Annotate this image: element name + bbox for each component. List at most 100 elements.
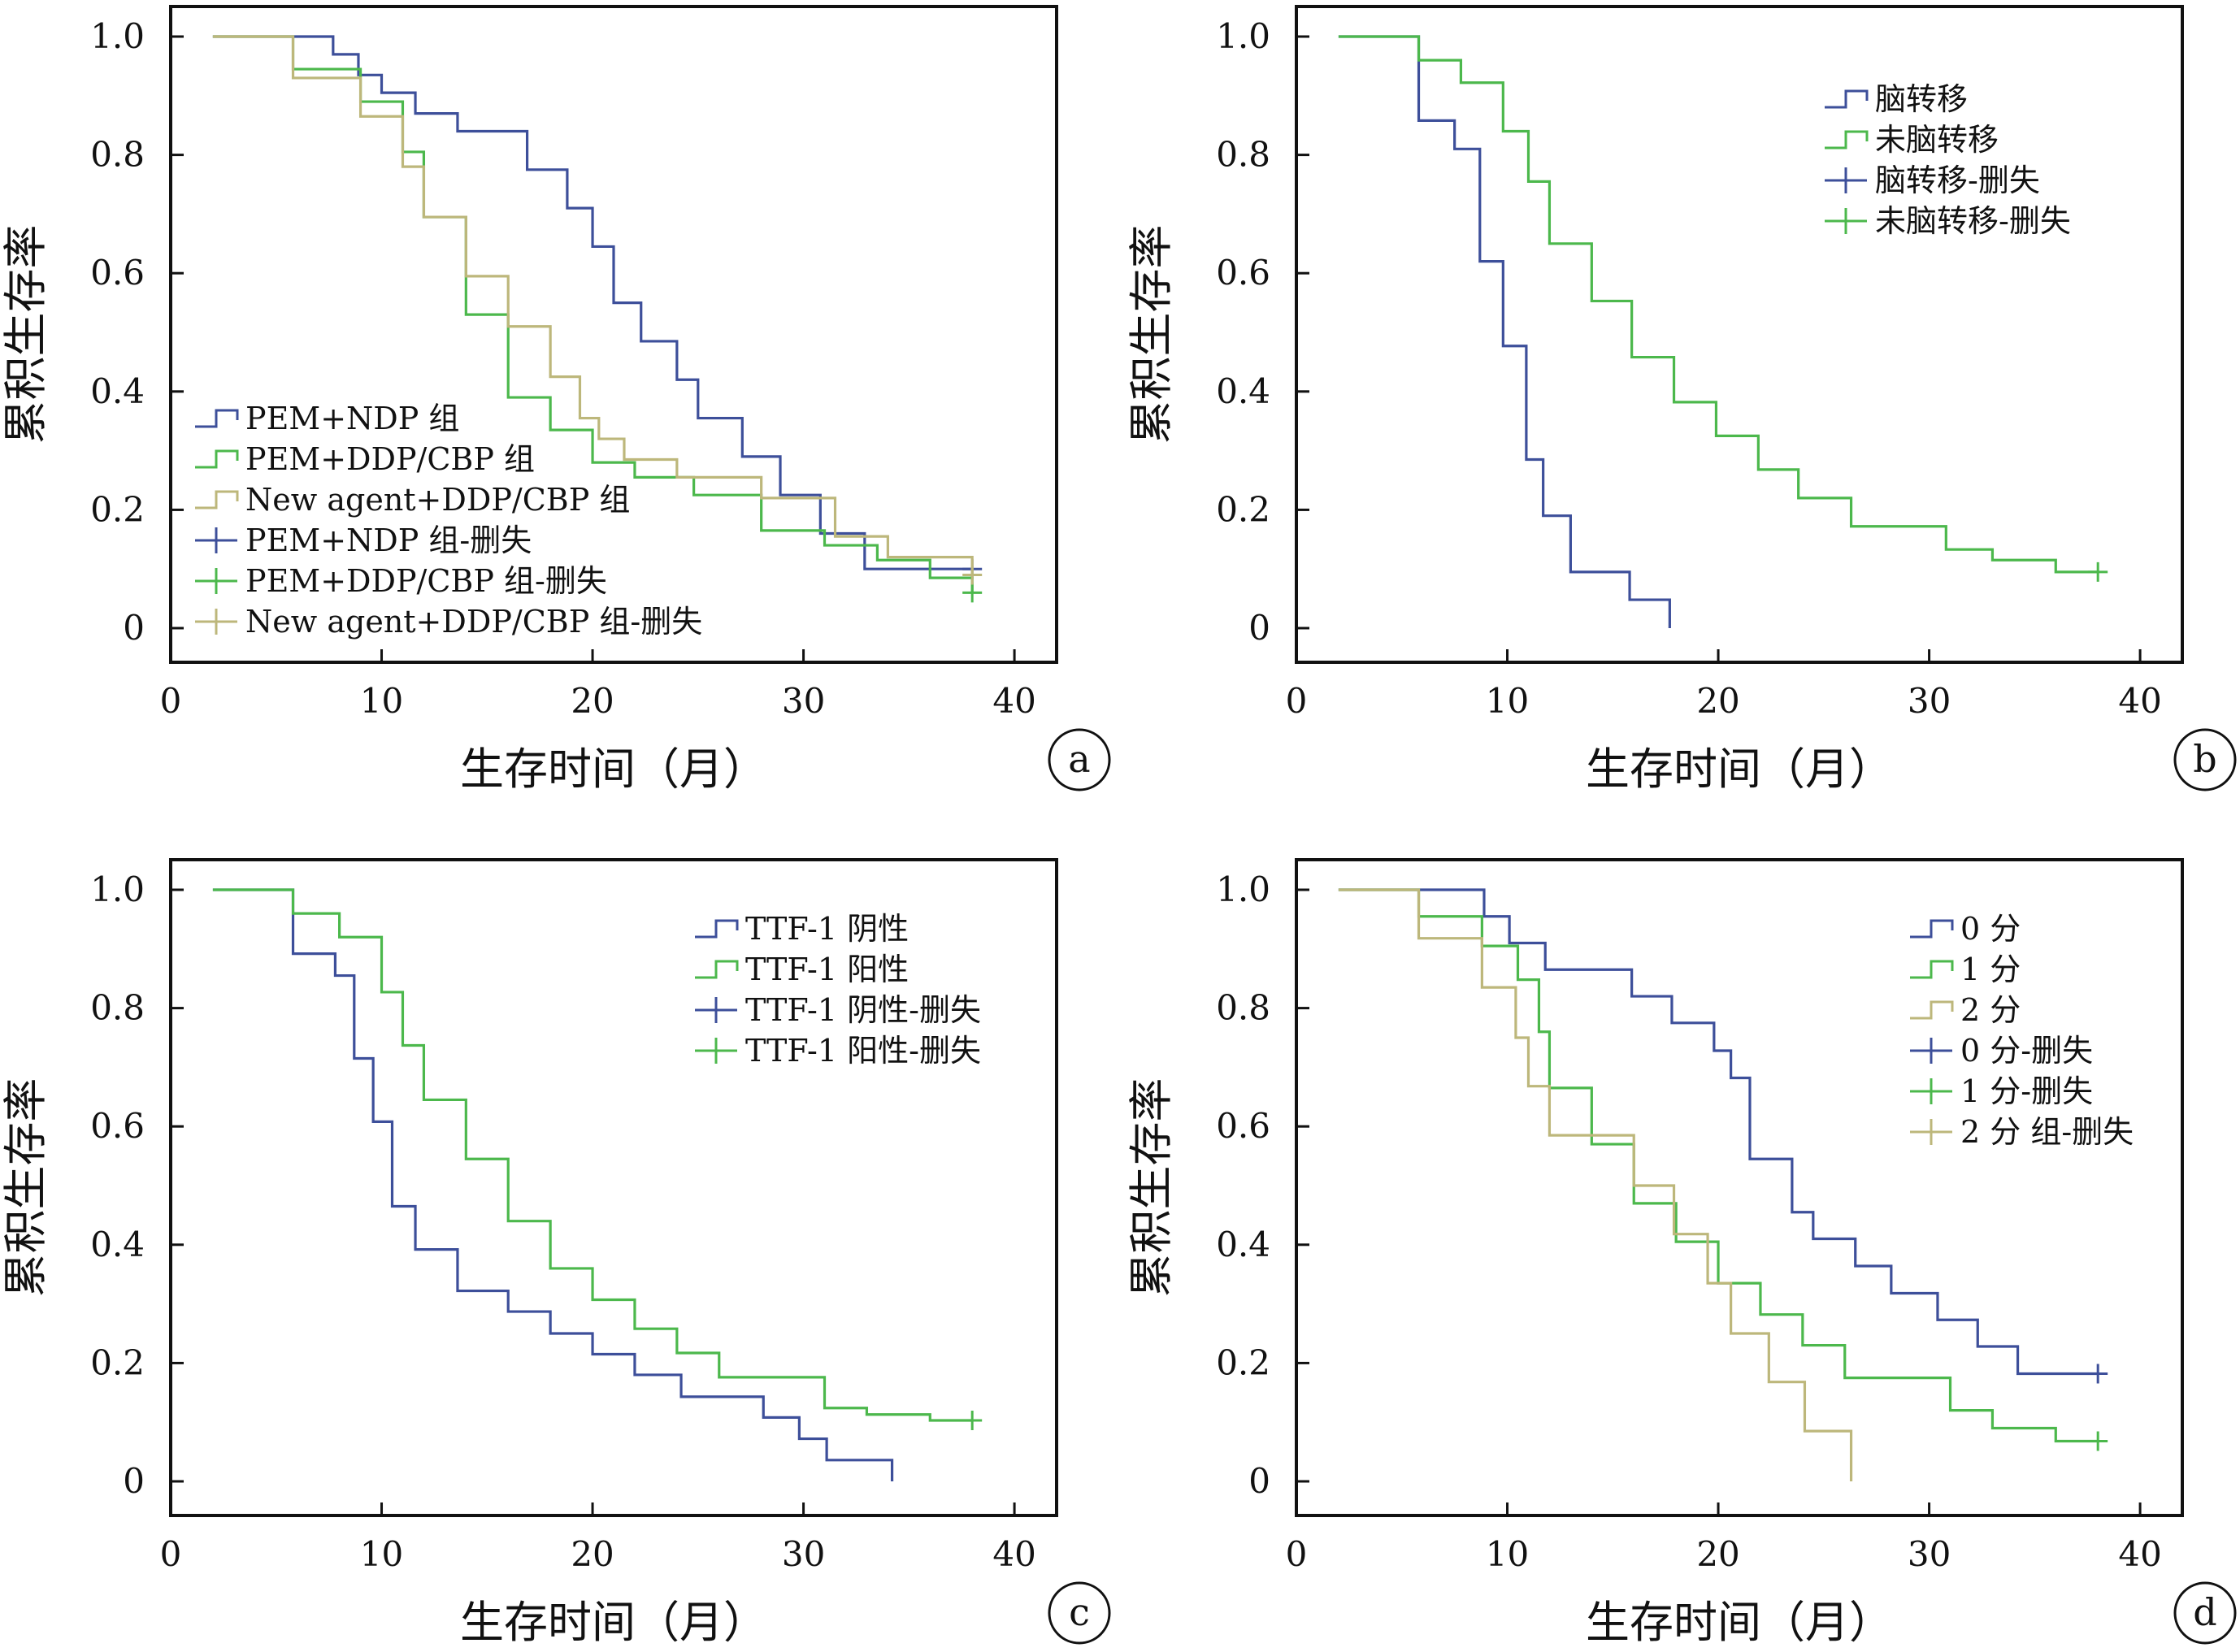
y-tick-label: 0.8	[90, 988, 145, 1028]
panel-letter-circle	[1048, 728, 1111, 791]
panel-letter: d	[2193, 1590, 2216, 1634]
legend-step-swatch	[695, 960, 739, 979]
panel-letter-circle	[2173, 728, 2237, 791]
legend-entry: TTF-1 阳性	[745, 952, 909, 987]
censor-mark	[2088, 1364, 2108, 1384]
legend-entry: TTF-1 阳性-删失	[745, 1033, 981, 1069]
y-axis-title: 累积生存率	[0, 1078, 51, 1298]
x-tick-label: 10	[360, 681, 403, 721]
survival-curve-2	[1338, 888, 2099, 1443]
y-tick-label: 0.4	[1216, 371, 1270, 411]
y-axis-title: 累积生存率	[0, 225, 51, 444]
y-tick-label: 0	[1248, 1461, 1270, 1501]
legend-entry: PEM+DDP/CBP 组-删失	[245, 563, 607, 599]
y-tick-label: 0.2	[1216, 1342, 1270, 1382]
survival-curve-1	[212, 35, 973, 570]
survival-curve-3	[212, 35, 974, 575]
censor-mark	[2088, 562, 2108, 582]
x-tick-label: 30	[782, 681, 825, 721]
legend-step-swatch	[695, 919, 739, 939]
legend-entry: PEM+NDP 组	[245, 401, 459, 436]
legend-entry: 2 分 组-删失	[1960, 1114, 2134, 1150]
censor-mark	[962, 583, 983, 603]
legend: PEM+NDP 组 PEM+DDP/CBP 组 New agent+DDP/CBP …	[195, 401, 702, 640]
y-tick-label: 0.6	[90, 1106, 145, 1146]
y-tick-label: 1.0	[1216, 869, 1270, 909]
legend-step-swatch	[1825, 130, 1869, 150]
survival-curve-1	[1338, 888, 2099, 1376]
plot-frame	[169, 5, 1058, 664]
legend-entry: PEM+DDP/CBP 组	[245, 441, 535, 477]
legend-entry: New agent+DDP/CBP 组-删失	[245, 604, 702, 640]
x-tick-label: 0	[160, 681, 182, 721]
y-tick-label: 0	[123, 1461, 145, 1501]
legend-censor-swatch	[1825, 208, 1867, 234]
plot-frame	[1295, 5, 2184, 664]
chart-panel-a: 0 10 20 30 40 0 0.2 0.4 0.6 0.8 1.0 生存时间（月） 累积生存率 a PE…	[0, 5, 1111, 795]
y-tick-label: 0.4	[1216, 1225, 1270, 1264]
x-tick-label: 10	[1486, 1534, 1529, 1574]
y-tick-label: 0.2	[1216, 489, 1270, 529]
legend-censor-swatch	[195, 527, 237, 553]
x-tick-label: 40	[2118, 681, 2161, 721]
x-tick-label: 40	[992, 1534, 1035, 1574]
survival-curve-1	[1338, 35, 1671, 628]
legend-entry: New agent+DDP/CBP 组	[245, 482, 630, 518]
x-tick-label: 20	[1696, 681, 1739, 721]
plot-frame	[169, 858, 1058, 1517]
x-tick-label: 10	[1486, 681, 1529, 721]
panel-letter-circle	[1048, 1581, 1111, 1645]
legend-censor-swatch	[195, 568, 237, 594]
legend: 0 分 1 分 2 分 0 分-删失 1 分-删失 2 分 组-删失	[1910, 911, 2134, 1150]
x-tick-label: 0	[160, 1534, 182, 1574]
panel-letter: b	[2193, 737, 2216, 781]
legend-step-swatch	[195, 409, 239, 428]
x-tick-label: 20	[571, 681, 614, 721]
y-axis-title: 累积生存率	[1126, 1078, 1177, 1298]
x-axis-title: 生存时间（月）	[460, 1597, 767, 1648]
y-axis-title: 累积生存率	[1126, 225, 1177, 444]
y-tick-label: 0.6	[1216, 253, 1270, 293]
censor-mark	[2088, 1431, 2108, 1451]
y-tick-label: 0.8	[1216, 135, 1270, 175]
y-tick-label: 0.6	[90, 253, 145, 293]
y-tick-label: 0.4	[90, 371, 145, 411]
y-tick-label: 0.4	[90, 1225, 145, 1264]
legend-entry: 0 分	[1960, 911, 2021, 947]
legend-entry: 脑转移-删失	[1875, 163, 2040, 198]
x-axis-title: 生存时间（月）	[460, 744, 767, 795]
y-tick-label: 1.0	[90, 869, 145, 909]
plot-frame	[1295, 858, 2184, 1517]
x-tick-label: 20	[571, 1534, 614, 1574]
legend-step-swatch	[195, 490, 239, 509]
survival-curve-1	[212, 888, 894, 1481]
legend-entry: TTF-1 阴性	[745, 911, 909, 947]
x-tick-label: 0	[1286, 1534, 1308, 1574]
y-tick-label: 0.8	[1216, 988, 1270, 1028]
panel-letter-circle	[2173, 1581, 2237, 1645]
legend-censor-swatch	[1910, 1119, 1952, 1145]
chart-panel-b: 0 10 20 30 40 0 0.2 0.4 0.6 0.8 1.0 生存时间（月） 累积生存率 b 脑转…	[1126, 5, 2237, 795]
legend-censor-swatch	[1825, 167, 1867, 193]
panel-letter: c	[1069, 1590, 1090, 1634]
legend-entry: TTF-1 阴性-删失	[745, 992, 981, 1028]
legend-entry: 1 分	[1960, 952, 2021, 987]
legend-step-swatch	[195, 449, 239, 469]
legend-entry: 脑转移	[1875, 81, 1968, 117]
legend-entry: 未脑转移-删失	[1875, 203, 2071, 239]
survival-curve-2	[1338, 35, 2099, 574]
survival-curve-2	[212, 888, 973, 1422]
y-tick-label: 1.0	[90, 16, 145, 56]
legend-censor-swatch	[195, 609, 237, 635]
x-tick-label: 30	[1908, 681, 1951, 721]
legend-entry: 0 分-删失	[1960, 1033, 2093, 1069]
survival-curve-2	[212, 35, 974, 593]
y-tick-label: 0	[1248, 608, 1270, 648]
chart-panel-c: 0 10 20 30 40 0 0.2 0.4 0.6 0.8 1.0 生存时间（月） 累积生存率 c TT…	[0, 858, 1111, 1648]
legend-entry: 1 分-删失	[1960, 1073, 2093, 1109]
panel-letter: a	[1068, 737, 1090, 781]
censor-mark	[962, 565, 983, 585]
x-tick-label: 20	[1696, 1534, 1739, 1574]
